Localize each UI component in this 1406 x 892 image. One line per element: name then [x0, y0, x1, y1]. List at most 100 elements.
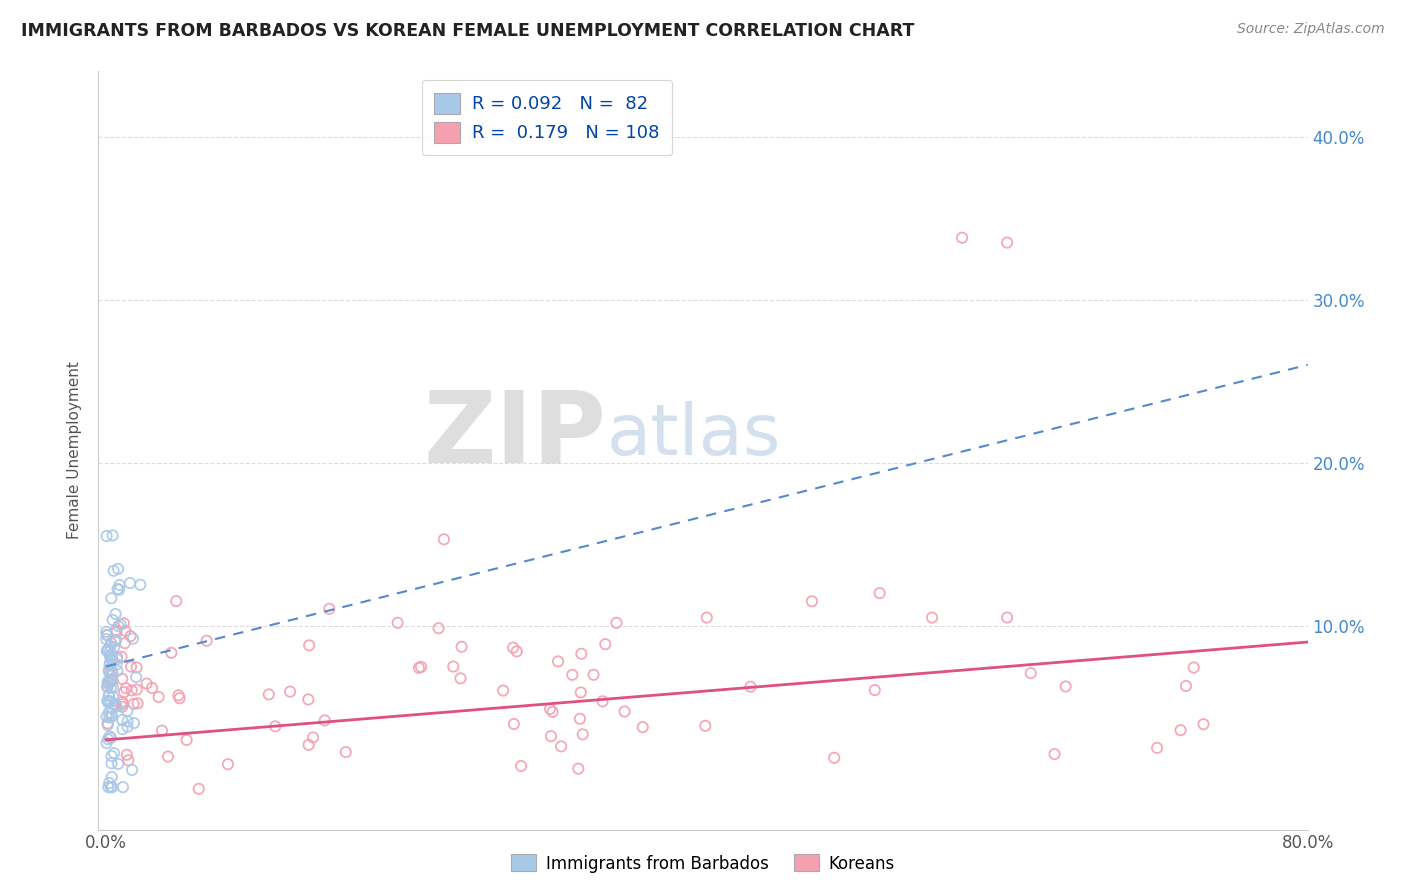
Point: [408, 661, 430, 675]
Point: [96, 628, 118, 642]
Point: [98, 657, 121, 671]
Point: [595, 637, 617, 651]
Point: [492, 683, 515, 698]
Point: [103, 640, 125, 654]
Point: [823, 751, 845, 765]
Point: [314, 714, 336, 728]
Text: Source: ZipAtlas.com: Source: ZipAtlas.com: [1237, 22, 1385, 37]
Point: [1043, 747, 1066, 761]
Point: [97, 642, 120, 657]
Point: [101, 664, 124, 678]
Point: [100, 756, 122, 771]
Y-axis label: Female Unemployment: Female Unemployment: [67, 361, 83, 540]
Point: [502, 717, 524, 731]
Point: [120, 659, 142, 673]
Point: [105, 650, 128, 665]
Point: [298, 638, 321, 652]
Point: [569, 647, 592, 661]
Point: [150, 723, 173, 738]
Point: [105, 652, 128, 666]
Point: [105, 633, 128, 648]
Point: [110, 649, 132, 664]
Point: [111, 695, 134, 709]
Point: [104, 698, 127, 712]
Point: [100, 731, 122, 745]
Point: [450, 640, 472, 654]
Point: [605, 615, 627, 630]
Point: [98, 665, 121, 680]
Point: [112, 616, 135, 631]
Point: [167, 689, 190, 703]
Point: [567, 762, 589, 776]
Point: [101, 681, 124, 695]
Point: [1182, 660, 1205, 674]
Point: [98, 710, 121, 724]
Text: ZIP: ZIP: [423, 387, 606, 483]
Point: [631, 720, 654, 734]
Point: [264, 719, 287, 733]
Point: [1019, 666, 1042, 681]
Point: [98, 662, 121, 676]
Point: [540, 729, 562, 743]
Point: [100, 651, 122, 665]
Point: [98, 648, 121, 663]
Point: [100, 636, 122, 650]
Point: [160, 646, 183, 660]
Point: [695, 719, 717, 733]
Point: [108, 582, 131, 597]
Point: [111, 697, 134, 711]
Point: [995, 610, 1018, 624]
Point: [107, 562, 129, 576]
Point: [433, 533, 456, 547]
Point: [96, 628, 118, 642]
Point: [318, 602, 340, 616]
Point: [441, 659, 464, 673]
Point: [302, 731, 325, 745]
Point: [950, 230, 973, 244]
Point: [107, 619, 129, 633]
Point: [800, 594, 823, 608]
Point: [569, 685, 592, 699]
Point: [921, 610, 943, 624]
Point: [97, 732, 120, 747]
Point: [96, 680, 118, 694]
Point: [995, 235, 1018, 250]
Point: [96, 710, 118, 724]
Point: [97, 676, 120, 690]
Point: [97, 663, 120, 677]
Point: [110, 617, 132, 632]
Point: [165, 594, 187, 608]
Point: [740, 680, 762, 694]
Point: [96, 693, 118, 707]
Point: [121, 763, 143, 777]
Point: [105, 657, 128, 672]
Point: [121, 683, 143, 698]
Point: [101, 770, 124, 784]
Point: [97, 689, 120, 703]
Point: [101, 528, 124, 542]
Point: [103, 564, 125, 578]
Point: [129, 578, 152, 592]
Point: [112, 685, 135, 699]
Point: [97, 675, 120, 690]
Point: [96, 736, 118, 750]
Point: [176, 733, 198, 747]
Point: [97, 718, 120, 732]
Point: [387, 615, 409, 630]
Point: [117, 720, 139, 734]
Point: [101, 613, 124, 627]
Point: [141, 681, 163, 695]
Point: [97, 716, 120, 731]
Point: [120, 629, 142, 643]
Point: [125, 660, 148, 674]
Point: [96, 632, 118, 647]
Point: [96, 643, 118, 657]
Point: [100, 673, 122, 688]
Point: [96, 624, 118, 639]
Point: [117, 714, 139, 729]
Point: [96, 680, 118, 694]
Point: [96, 644, 118, 658]
Point: [122, 716, 145, 731]
Point: [696, 610, 718, 624]
Point: [547, 654, 569, 668]
